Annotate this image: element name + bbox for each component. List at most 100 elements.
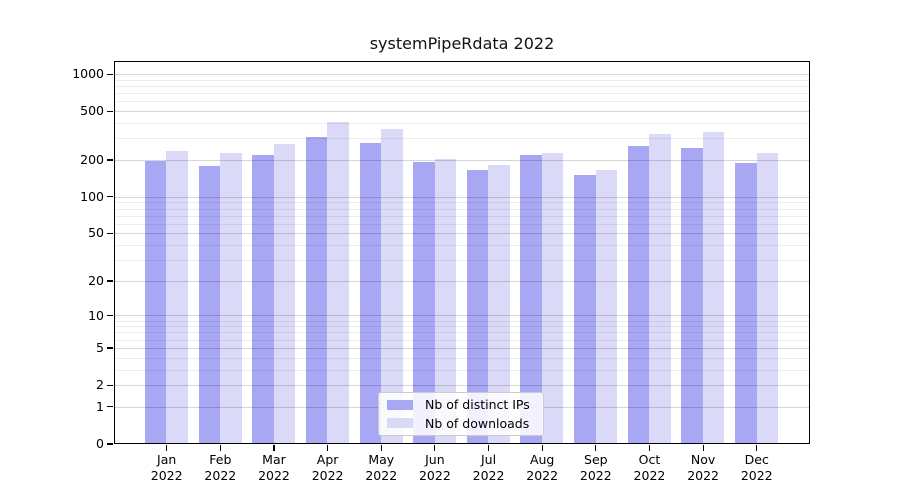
x-tick-label-apr: Apr 2022: [296, 452, 360, 483]
y-tick-mark: [107, 384, 114, 386]
bar-mar-distinct-ips: [252, 154, 274, 443]
gridline-minor: [114, 79, 809, 81]
x-tick-month: Jul: [480, 452, 497, 467]
gridline-major: [114, 196, 809, 198]
bar-may-downloads: [381, 128, 403, 443]
bar-dec-distinct-ips: [735, 163, 757, 443]
bar-sep-downloads: [595, 169, 618, 443]
y-tick-label: 100: [80, 188, 104, 204]
y-tick-label: 20: [88, 272, 104, 288]
y-tick-label: 10: [88, 307, 104, 323]
bar-feb-downloads: [220, 153, 242, 443]
y-tick-mark: [107, 110, 114, 112]
y-tick-mark: [107, 347, 114, 349]
x-tick-year: 2022: [311, 467, 344, 483]
gridline-major: [114, 233, 809, 235]
bar-jun-downloads: [434, 158, 457, 443]
x-tick-mark: [166, 444, 168, 451]
bar-feb-distinct-ips: [198, 165, 221, 443]
gridline-minor: [114, 357, 809, 359]
x-tick-mark: [702, 444, 704, 451]
gridline-major: [114, 159, 809, 161]
bar-aug-distinct-ips: [520, 154, 542, 443]
gridline-minor: [114, 208, 809, 210]
x-tick-year: 2022: [204, 467, 237, 483]
gridline-minor: [114, 259, 809, 261]
gridline-major: [114, 73, 809, 75]
gridline-minor: [114, 223, 809, 225]
legend: Nb of distinct IPs Nb of downloads: [378, 392, 544, 436]
gridline-minor: [114, 244, 809, 246]
gridline-minor: [114, 215, 809, 217]
gridline-major: [114, 110, 809, 112]
x-tick-mark: [273, 444, 275, 451]
x-tick-label-jan: Jan 2022: [135, 452, 199, 483]
y-tick-label: 0: [96, 436, 104, 451]
y-tick-label: 50: [88, 225, 104, 241]
x-tick-year: 2022: [418, 467, 451, 483]
x-tick-month: Aug: [529, 452, 555, 467]
x-tick-year: 2022: [687, 467, 719, 483]
x-tick-label-feb: Feb 2022: [188, 452, 252, 483]
x-tick-year: 2022: [472, 467, 505, 483]
y-tick-mark: [107, 443, 114, 445]
x-tick-month: Oct: [638, 452, 661, 467]
x-tick-label-sep: Sep 2022: [564, 452, 628, 483]
bar-mar-downloads: [273, 144, 296, 443]
gridline-minor: [114, 369, 809, 371]
x-tick-year: 2022: [258, 467, 290, 483]
y-tick-mark: [107, 232, 114, 235]
x-tick-month: Jun: [425, 452, 445, 467]
bar-jul-downloads: [488, 164, 510, 443]
bar-aug-downloads: [541, 152, 564, 443]
bar-oct-distinct-ips: [627, 146, 650, 443]
bar-apr-downloads: [327, 122, 349, 443]
y-tick-label: 500: [80, 103, 104, 119]
x-tick-year: 2022: [740, 467, 773, 483]
gridline-major: [114, 384, 809, 386]
gridline-major: [114, 347, 809, 349]
bar-sep-distinct-ips: [574, 174, 596, 443]
x-tick-mark: [327, 444, 329, 451]
x-tick-month: Sep: [584, 452, 608, 467]
y-tick-mark: [107, 73, 114, 75]
legend-item-downloads: Nb of downloads: [379, 414, 543, 432]
y-tick-label: 200: [80, 152, 104, 168]
x-tick-label-aug: Aug 2022: [510, 452, 574, 483]
x-tick-month: May: [368, 452, 395, 467]
y-tick-label: 1000: [72, 66, 104, 82]
gridline-major: [114, 280, 809, 282]
x-tick-month: Jan: [157, 452, 177, 467]
y-tick-mark: [107, 315, 114, 317]
legend-item-distinct-ips: Nb of distinct IPs: [379, 396, 543, 414]
x-tick-label-mar: Mar 2022: [242, 452, 306, 483]
y-tick-label: 5: [96, 340, 104, 356]
x-tick-label-oct: Oct 2022: [617, 452, 681, 483]
gridline-minor: [114, 202, 809, 204]
x-tick-mark: [219, 444, 221, 451]
x-tick-label-nov: Nov 2022: [671, 452, 735, 483]
x-tick-mark: [595, 444, 597, 451]
legend-label-downloads: Nb of downloads: [425, 415, 530, 431]
x-tick-month: Apr: [316, 452, 339, 467]
legend-swatch-distinct-ips: [387, 399, 413, 410]
bar-oct-downloads: [649, 133, 671, 443]
bar-jul-distinct-ips: [466, 169, 489, 443]
x-tick-year: 2022: [633, 467, 666, 483]
x-tick-year: 2022: [579, 467, 612, 483]
gridline-minor: [114, 101, 809, 103]
bar-jun-distinct-ips: [413, 162, 435, 443]
x-tick-label-jun: Jun 2022: [403, 452, 467, 483]
gridline-minor: [114, 326, 809, 328]
bar-apr-distinct-ips: [305, 136, 328, 443]
x-tick-year: 2022: [150, 467, 183, 483]
x-tick-year: 2022: [365, 467, 398, 483]
bar-nov-distinct-ips: [681, 147, 703, 443]
x-tick-label-dec: Dec 2022: [725, 452, 789, 483]
gridline-minor: [114, 138, 809, 140]
plot-area: [113, 60, 810, 444]
gridline-minor: [114, 92, 809, 94]
gridline-minor: [114, 85, 809, 87]
chart-title: systemPipeRdata 2022: [369, 34, 555, 53]
